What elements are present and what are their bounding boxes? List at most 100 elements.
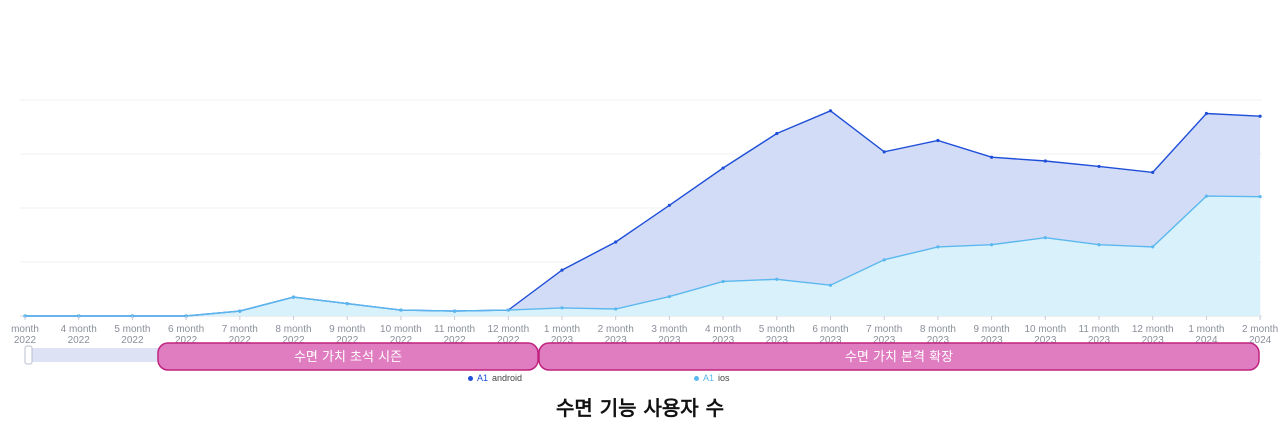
x-tick-label-year: 2023 [712,335,735,346]
series-areas [25,110,1261,316]
x-tick-label-month: 3 month [651,324,687,335]
x-tick-label-month: 1 month [544,324,580,335]
android-point[interactable] [882,150,886,154]
series-lines [25,109,1261,317]
ios-line [25,195,1261,317]
x-tick-label-year: 2023 [766,335,789,346]
android-point[interactable] [775,131,779,136]
x-tick-label-month: 7 month [866,324,902,335]
x-tick-label-month: 8 month [920,324,956,335]
x-tick-label-month: 6 month [168,324,204,335]
x-tick-label-year: 2022 [14,335,37,346]
series-points [23,109,1262,318]
ios-point[interactable] [614,307,618,311]
x-tick-label-year: 2024 [1195,335,1218,346]
ios-point[interactable] [1043,236,1047,240]
x-tick-label-year: 2022 [175,335,198,346]
android-point[interactable] [614,240,618,244]
x-tick-label-month: 8 month [275,324,311,335]
android-point[interactable] [1204,111,1208,116]
x-tick-label-month: month [11,324,39,335]
annotation-box [538,342,1260,371]
x-tick-label-month: 12 month [487,324,529,335]
x-tick-label-year: 2022 [68,335,91,346]
x-tick-label-year: 2022 [229,335,252,346]
slider-handle-left[interactable] [24,345,33,365]
android-point[interactable] [990,155,994,159]
android-point[interactable] [828,109,833,113]
annotation-label: 수면 가치 본격 확장 [845,350,953,365]
ios-legend-dot [694,375,699,381]
x-tick-label-year: 2023 [873,335,896,346]
ios-point[interactable] [775,277,779,281]
ios-point[interactable] [936,245,940,249]
x-tick-label-year: 2023 [605,335,628,346]
ios-point[interactable] [238,309,242,313]
ios-point[interactable] [1258,195,1262,199]
x-tick-label-month: 2 month [1242,324,1278,335]
x-tick-label-month: 4 month [61,324,97,335]
ios-point[interactable] [721,279,725,284]
ios-point[interactable] [990,243,994,247]
x-tick-label-month: 10 month [1024,324,1066,335]
ios-point[interactable] [291,295,296,299]
android-point[interactable] [721,166,725,170]
ios-point[interactable] [667,294,672,299]
x-tick-label-year: 2023 [927,335,950,346]
legend-prefix: A1 [477,373,489,383]
ios-point[interactable] [1151,245,1155,249]
legend-item-ios[interactable]: A1 ios [694,373,730,383]
x-tick-label-year: 2023 [819,335,842,346]
android-point[interactable] [1151,170,1155,174]
legend-item-android[interactable]: A1 android [468,373,522,383]
ios-point[interactable] [345,301,349,306]
x-tick-label-year: 2023 [658,335,681,346]
x-tick-label-year: 2023 [980,335,1003,346]
x-tick-label-month: 11 month [1079,324,1120,335]
ios-point[interactable] [1204,194,1208,198]
x-tick-label-month: 9 month [974,324,1010,335]
ios-point[interactable] [560,306,564,310]
chart-caption: 수면 기능 사용자 수 [555,396,725,420]
android-point[interactable] [936,138,940,143]
android-point[interactable] [667,203,672,207]
ios-point[interactable] [1097,243,1101,247]
x-tick-label-year: 2023 [1034,335,1057,346]
ios-point[interactable] [399,308,403,312]
ios-area [25,196,1261,316]
x-tick-label-year: 2023 [1088,335,1111,346]
legend-label: ios [718,373,730,383]
x-tick-label-year: 2022 [336,335,359,346]
x-tick-label-year: 2022 [282,335,305,346]
x-tick-label-month: 12 month [1132,324,1174,335]
x-tick-label-year: 2022 [121,335,144,346]
annotation-box [157,342,539,371]
android-point[interactable] [1097,164,1101,169]
x-tick-label-year: 2023 [551,335,574,346]
x-tick-label-year: 2023 [1142,335,1165,346]
x-tick-label-month: 10 month [380,324,422,335]
android-point[interactable] [1258,114,1262,118]
x-tick-label-month: 1 month [1188,324,1224,335]
x-tick-label-year: 2022 [497,335,520,346]
annotations: 수면 가치 초석 시즌 수면 가치 본격 확장 [157,342,1260,371]
annotation-label: 수면 가치 초석 시즌 [294,350,402,365]
x-tick-label-month: 11 month [434,324,475,335]
x-tick-label-month: 4 month [705,324,741,335]
android-legend-dot [468,375,473,381]
x-tick-label-month: 6 month [812,324,848,335]
android-point[interactable] [1043,159,1047,163]
android-point[interactable] [560,268,564,272]
ios-point[interactable] [453,309,457,313]
x-tick-label-month: 2 month [598,324,634,335]
ios-point[interactable] [882,258,886,262]
ios-point[interactable] [506,308,510,312]
ios-point[interactable] [828,283,833,287]
legend-prefix: A1 [703,373,715,383]
x-tick-label-year: 2022 [390,335,413,346]
x-tick-label-month: 5 month [759,324,795,335]
x-tick-label-month: 9 month [329,324,365,335]
x-tick-label-year: 2024 [1249,335,1272,346]
